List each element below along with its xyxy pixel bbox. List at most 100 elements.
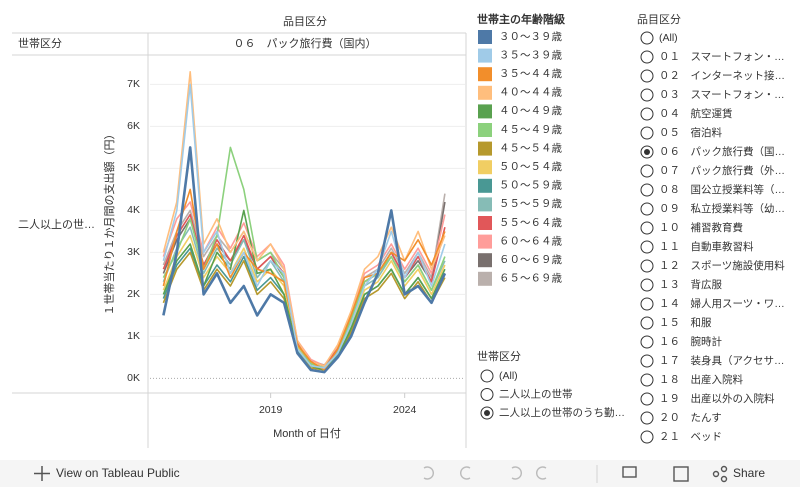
legend-swatch[interactable] <box>478 30 492 44</box>
radio-button[interactable] <box>640 240 654 254</box>
radio-label[interactable]: ０８ 国公立授業料等（… <box>659 183 785 196</box>
legend-label: ３０～３９歳 <box>499 31 562 43</box>
legend-swatch[interactable] <box>478 141 492 156</box>
radio-button[interactable] <box>640 69 654 83</box>
legend-swatch[interactable] <box>478 178 492 193</box>
legend-swatch[interactable] <box>478 253 492 268</box>
radio-button[interactable] <box>640 335 654 349</box>
toolbar-icons <box>423 465 728 483</box>
row-header: 世帯区分 <box>18 37 62 50</box>
radio-label[interactable]: １８ 出産入院料 <box>659 373 743 386</box>
y-tick-label: 4K <box>127 204 140 216</box>
legend-swatch[interactable] <box>478 104 492 119</box>
legend-label: ４０～４９歳 <box>499 105 562 117</box>
table-frame <box>12 32 467 448</box>
radio-label[interactable]: ０４ 航空運賃 <box>659 107 733 120</box>
row-value: 二人以上の世… <box>18 218 95 231</box>
radio-label[interactable]: (All) <box>499 370 518 382</box>
radio-label[interactable]: １２ スポーツ施設使用料 <box>659 259 785 272</box>
radio-label[interactable]: １３ 背広服 <box>659 278 722 291</box>
legend-label: ４０～４４歳 <box>499 87 562 99</box>
radio-label[interactable]: １７ 装身具（アクセサ… <box>659 354 784 367</box>
legend-swatch[interactable] <box>478 48 492 63</box>
radio-label[interactable]: １６ 腕時計 <box>659 335 722 348</box>
legend-swatch[interactable] <box>478 123 492 137</box>
radio-label[interactable]: １５ 和服 <box>659 317 712 329</box>
radio-button[interactable] <box>480 388 494 401</box>
radio-button[interactable] <box>640 392 654 406</box>
radio-label[interactable]: ２１ ベッド <box>659 431 722 443</box>
legend-label: ４５～４９歳 <box>499 124 562 136</box>
column-value: ０６ パック旅行費（国内） <box>234 36 377 50</box>
radio-label[interactable]: ０５ 宿泊料 <box>659 126 722 139</box>
radio-label[interactable]: ０７ パック旅行費（外… <box>659 164 785 177</box>
radio-label[interactable]: ０３ スマートフォン・… <box>659 89 785 101</box>
y-axis-title: １世帯当たり１か月間の支出額（円） <box>102 129 116 316</box>
y-tick-label: 0K <box>127 372 140 384</box>
radio-button[interactable] <box>640 183 654 197</box>
legend-swatch[interactable] <box>478 85 492 100</box>
radio-label[interactable]: 二人以上の世帯のうち勤… <box>499 406 625 419</box>
radio-label[interactable]: ０１ スマートフォン・… <box>659 51 785 63</box>
radio-button[interactable] <box>640 164 654 178</box>
radio-button[interactable] <box>640 278 654 292</box>
series-line <box>162 146 447 374</box>
legend-swatch[interactable] <box>478 197 492 212</box>
radio-button[interactable] <box>640 31 654 45</box>
legend-label: ５０～５９歳 <box>499 180 562 192</box>
tableau-icon <box>34 466 50 481</box>
series-line <box>162 83 446 369</box>
radio-label[interactable]: ０２ インターネット接… <box>659 69 785 82</box>
radio-button[interactable] <box>640 126 654 140</box>
series-line <box>162 71 446 367</box>
legend-label: ４５～５４歳 <box>499 142 562 154</box>
radio-label[interactable]: １４ 婦人用スーツ・ワ… <box>659 298 785 310</box>
toolbar <box>0 460 800 487</box>
radio-button[interactable] <box>640 202 654 216</box>
radio-label[interactable]: (All) <box>659 32 678 44</box>
radio-label[interactable]: １０ 補習教育費 <box>659 221 743 234</box>
legend-label: ３５～３９歳 <box>499 49 562 61</box>
radio-label[interactable]: ２０ たんす <box>659 412 722 424</box>
radio-button[interactable] <box>640 354 654 368</box>
radio-button[interactable] <box>640 373 654 387</box>
legend-swatch[interactable] <box>478 67 492 82</box>
radio-button[interactable] <box>640 297 654 311</box>
y-tick-label: 1K <box>127 330 140 342</box>
y-tick-label: 6K <box>127 120 140 132</box>
x-tick-label: 2019 <box>259 404 283 416</box>
legend-label: ６０～６４歳 <box>499 235 562 247</box>
radio-button[interactable] <box>640 107 654 121</box>
filter-title: 世帯区分 <box>477 350 521 363</box>
legend-swatch[interactable] <box>478 216 492 230</box>
legend-label: ６０～６９歳 <box>499 254 562 266</box>
legend-swatch[interactable] <box>478 271 492 286</box>
legend-label: ６５～６９歳 <box>499 273 562 285</box>
radio-button[interactable] <box>640 88 654 102</box>
radio-button[interactable] <box>640 316 654 330</box>
radio-button[interactable] <box>640 50 654 64</box>
legend-label: ５０～５４歳 <box>499 161 562 173</box>
radio-label[interactable]: ０６ パック旅行費（国… <box>659 145 785 158</box>
view-link[interactable]: View on Tableau Public <box>56 466 180 480</box>
legend-label: ３５～４４歳 <box>499 68 562 80</box>
y-tick-label: 3K <box>127 246 140 258</box>
radio-label[interactable]: １９ 出産以外の入院料 <box>659 392 775 405</box>
radio-label[interactable]: 二人以上の世帯 <box>499 387 573 400</box>
radio-label[interactable]: １１ 自動車教習料 <box>659 240 754 253</box>
legend-title: 世帯主の年齢階級 <box>477 12 565 26</box>
radio-button[interactable] <box>640 430 654 444</box>
column-header: 品目区分 <box>283 15 327 28</box>
radio-dot <box>484 410 490 416</box>
radio-button[interactable] <box>640 411 654 425</box>
legend-swatch[interactable] <box>478 160 492 175</box>
legend-swatch[interactable] <box>478 234 492 249</box>
radio-button[interactable] <box>640 221 654 235</box>
share-button[interactable]: Share <box>733 466 765 480</box>
radio-label[interactable]: ０９ 私立授業料等（幼… <box>659 202 785 215</box>
legend-label: ５５～５９歳 <box>499 198 562 210</box>
radio-button[interactable] <box>640 259 654 273</box>
radio-button[interactable] <box>480 369 494 383</box>
